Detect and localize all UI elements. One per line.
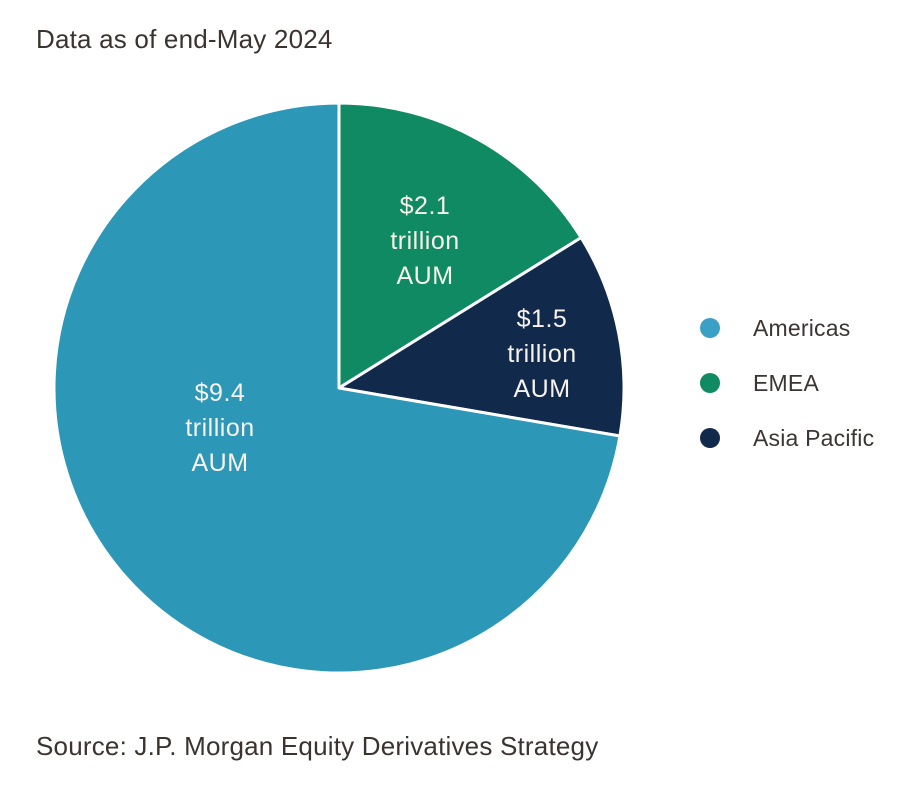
pie-slice-emea xyxy=(337,101,583,390)
americas-dot-icon xyxy=(700,318,720,338)
emea-dot-icon xyxy=(700,373,720,393)
slice-label-asia-pacific: $1.5 trillion AUM xyxy=(507,305,576,403)
source-note: Source: J.P. Morgan Equity Derivatives S… xyxy=(36,731,599,761)
pie-slice-asia-pacific xyxy=(337,236,626,438)
pie-slice-labels: $2.1 trillion AUM $1.5 trillion AUM $9.4 trilli… xyxy=(185,192,576,477)
legend-label-asia-pacific: Asia Pacific xyxy=(753,424,875,451)
asia-pacific-dot-icon xyxy=(700,428,720,448)
chart-title: Data as of end-May 2024 xyxy=(36,24,333,54)
pie-slices xyxy=(52,101,626,675)
slice-label-emea: $2.1 trillion AUM xyxy=(390,192,459,290)
legend-label-americas: Americas xyxy=(753,314,851,341)
legend-label-emea: EMEA xyxy=(753,369,819,396)
legend-item-americas: Americas xyxy=(700,314,874,341)
slice-label-americas: $9.4 trillion AUM xyxy=(185,379,254,477)
legend-item-emea: EMEA xyxy=(700,369,874,396)
pie-slice-americas xyxy=(52,101,622,675)
legend-item-asia-pacific: Asia Pacific xyxy=(700,424,875,451)
legend: Americas EMEA Asia Pacific xyxy=(700,314,875,451)
